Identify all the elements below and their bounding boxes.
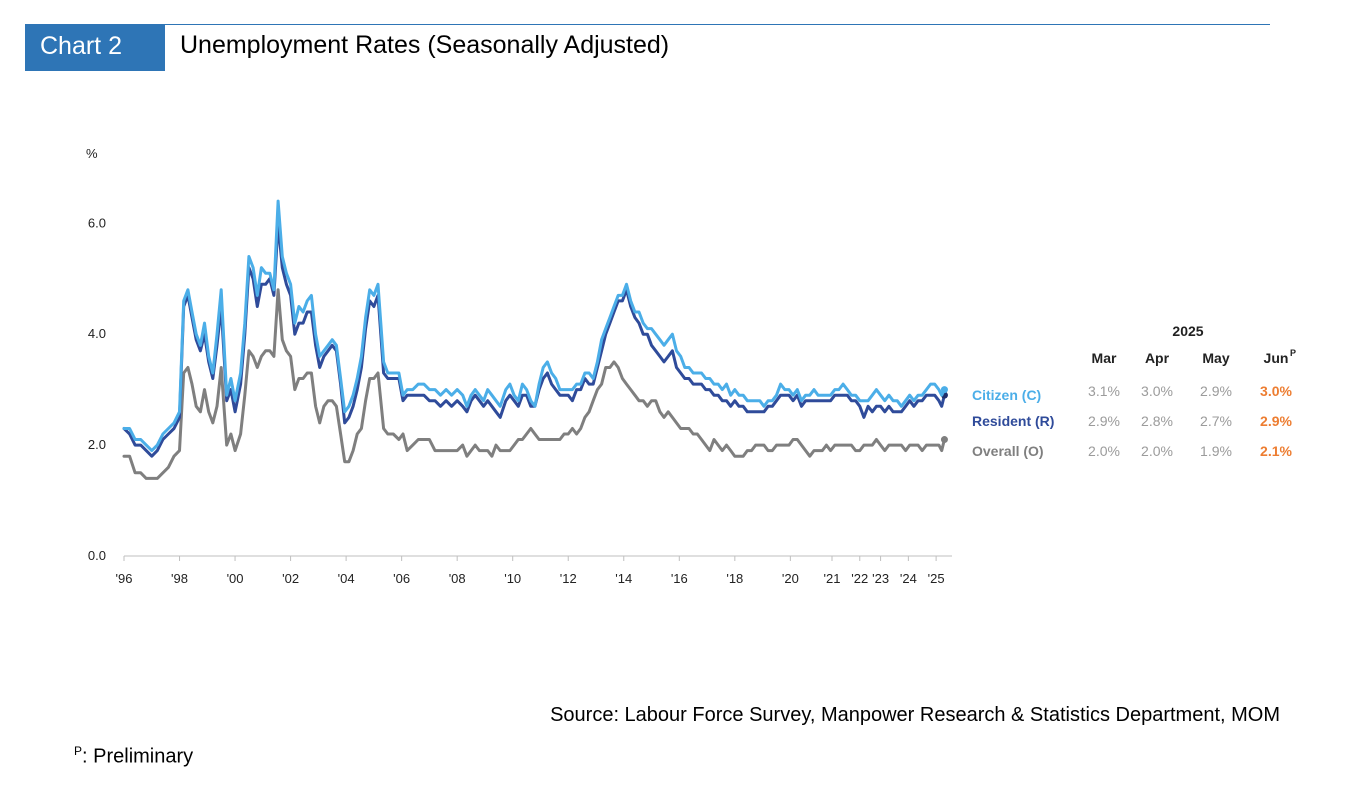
- x-tick-label: '00: [227, 571, 244, 586]
- x-tick-label: '12: [560, 571, 577, 586]
- table-row-label: Overall (O): [972, 443, 1044, 459]
- table-latest-value: 3.0%: [1260, 383, 1292, 399]
- chart-number-badge: Chart 2: [25, 25, 165, 71]
- table-value: 3.0%: [1141, 383, 1173, 399]
- preliminary-footnote: P: Preliminary: [74, 744, 193, 769]
- table-value: 3.1%: [1088, 383, 1120, 399]
- series-line-resident: [122, 221, 946, 458]
- legend-table: 2025 Mar Apr May Jun P Citizen (C) 3.1% 3.0% 2.9%…: [972, 323, 1296, 459]
- header-rule: [25, 24, 1270, 25]
- x-tick-label: '20: [782, 571, 799, 586]
- x-tick-label: '14: [615, 571, 632, 586]
- x-tick-label: '98: [171, 571, 188, 586]
- chart-title: Unemployment Rates (Seasonally Adjusted): [180, 31, 670, 59]
- x-tick-label: '16: [671, 571, 688, 586]
- table-value: 2.7%: [1200, 413, 1232, 429]
- series-end-marker-overall: [940, 436, 948, 444]
- table-year-heading: 2025: [1172, 323, 1203, 339]
- table-month-heading: May: [1202, 350, 1229, 366]
- y-axis-unit-label: %: [86, 146, 98, 161]
- x-tick-label: '06: [393, 571, 410, 586]
- x-tick-label: '24: [900, 571, 917, 586]
- x-tick-label: '25: [928, 571, 945, 586]
- table-value: 1.9%: [1200, 443, 1232, 459]
- table-row-label: Resident (R): [972, 413, 1054, 429]
- x-tick-label: '02: [282, 571, 299, 586]
- series-line-citizen: [122, 199, 946, 453]
- x-tick-label: '08: [449, 571, 466, 586]
- series-end-marker-citizen: [940, 386, 948, 394]
- table-preliminary-marker: P: [1290, 348, 1296, 358]
- x-tick-label: '22: [851, 571, 868, 586]
- table-month-heading: Mar: [1092, 350, 1117, 366]
- y-tick-label: 2.0: [88, 437, 106, 452]
- x-axis-ticks: '96 '98 '00 '02 '04 '06 '08 '10 '12 '14 '16 '18 '20 '…: [116, 556, 945, 586]
- footnote-marker: P: [74, 744, 83, 758]
- source-note: Source: Labour Force Survey, Manpower Re…: [550, 704, 1280, 726]
- table-value: 2.0%: [1088, 443, 1120, 459]
- table-value: 2.9%: [1200, 383, 1232, 399]
- table-value: 2.8%: [1141, 413, 1173, 429]
- x-tick-label: '04: [338, 571, 355, 586]
- y-tick-label: 4.0: [88, 326, 106, 341]
- table-latest-value: 2.1%: [1260, 443, 1292, 459]
- y-tick-label: 6.0: [88, 215, 106, 230]
- table-latest-value: 2.9%: [1260, 413, 1292, 429]
- x-tick-label: '10: [504, 571, 521, 586]
- series-line-overall: [122, 288, 946, 480]
- x-tick-label: '21: [824, 571, 841, 586]
- x-tick-label: '23: [872, 571, 889, 586]
- series-lines: [122, 199, 948, 480]
- table-month-heading: Jun: [1264, 350, 1289, 366]
- footnote-text: : Preliminary: [82, 745, 194, 768]
- table-value: 2.9%: [1088, 413, 1120, 429]
- table-value: 2.0%: [1141, 443, 1173, 459]
- x-tick-label: '96: [116, 571, 133, 586]
- y-tick-label: 0.0: [88, 548, 106, 563]
- table-row-label: Citizen (C): [972, 387, 1041, 403]
- x-tick-label: '18: [726, 571, 743, 586]
- y-axis-ticks: 0.0 2.0 4.0 6.0: [88, 215, 106, 563]
- table-month-heading: Apr: [1145, 350, 1170, 366]
